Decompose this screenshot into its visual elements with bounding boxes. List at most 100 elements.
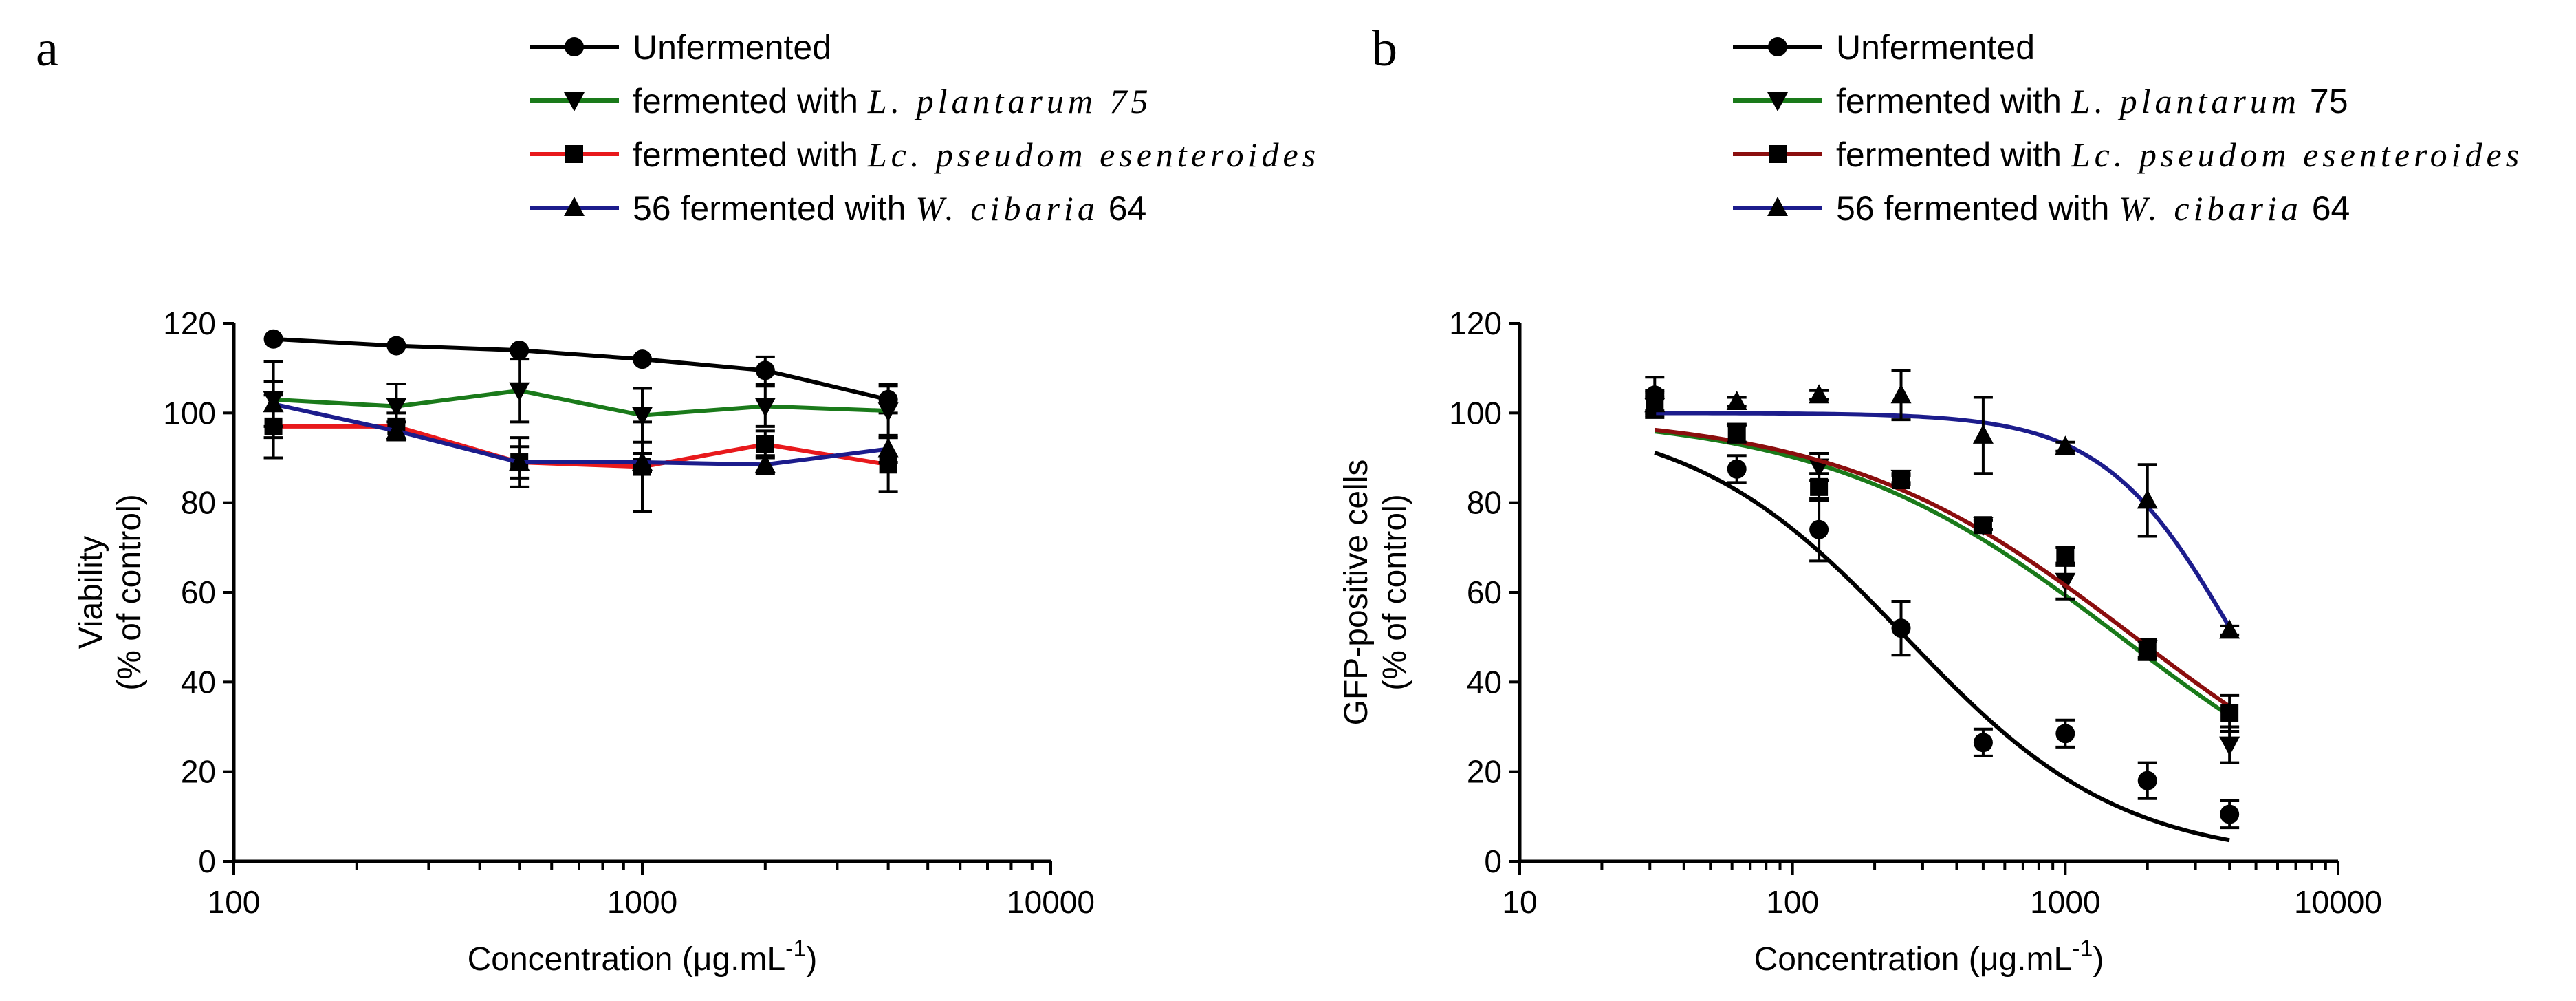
legend-label: 56 fermented with W. cibaria 64 (633, 189, 1146, 228)
y-tick-label: 80 (1467, 485, 1502, 521)
series (1644, 369, 2240, 639)
series-line (273, 336, 889, 402)
data-point (509, 451, 530, 471)
series (263, 380, 899, 480)
series-line (272, 402, 889, 467)
data-point (877, 402, 899, 422)
data-point (755, 360, 775, 380)
data-point (633, 349, 652, 369)
legend-marker (1768, 37, 1787, 56)
legend-label: fermented with L. plantarum 75 (633, 82, 1153, 120)
data-point (1974, 516, 1992, 535)
data-point (263, 329, 283, 349)
data-point (2137, 489, 2158, 509)
series (263, 358, 899, 444)
legend-marker (1769, 145, 1787, 163)
data-point (509, 382, 530, 402)
y-tick-label: 20 (1467, 754, 1502, 790)
fit-curve (1654, 451, 2230, 843)
y-tick-label: 80 (181, 485, 216, 521)
data-point (1973, 733, 1993, 753)
data-point (263, 393, 284, 413)
legend-item: 56 fermented with W. cibaria 64 (1733, 189, 2350, 228)
data-point (632, 451, 653, 471)
data-point (2138, 641, 2157, 660)
legend-marker (564, 92, 585, 111)
x-tick-label: 1000 (607, 884, 677, 920)
legend-item: fermented with Lc. pseudom esenteroides (1733, 136, 2523, 174)
legend-item: fermented with Lc. pseudom esenteroides (530, 136, 1320, 174)
data-point (1644, 393, 1666, 413)
data-point (2055, 435, 2076, 455)
y-tick-label: 0 (1484, 843, 1502, 879)
data-point (1726, 391, 1747, 411)
data-point (877, 438, 899, 458)
y-tick-label: 100 (1449, 395, 1502, 431)
legend-label: Unfermented (633, 28, 831, 67)
data-point (2055, 572, 2076, 592)
data-point (1891, 618, 1911, 638)
y-tick-label: 120 (1449, 305, 1502, 341)
y-tick-label: 40 (1467, 664, 1502, 700)
data-point (386, 336, 406, 356)
data-point (1809, 519, 1829, 539)
y-tick-label: 0 (198, 843, 216, 879)
y-tick-label: 60 (181, 574, 216, 610)
x-axis-label: Concentration (μg.mL-1) (1754, 936, 2104, 978)
legend-item: 56 fermented with W. cibaria 64 (530, 189, 1146, 228)
data-point (1809, 384, 1830, 404)
legend-label: fermented with Lc. pseudom esenteroides (633, 136, 1320, 174)
x-tick-label: 1000 (2030, 884, 2100, 920)
series (1645, 391, 2240, 733)
legend-marker (565, 145, 583, 163)
legend-label: fermented with L. plantarum 75 (1836, 82, 2348, 120)
data-point (510, 341, 530, 360)
data-point (1727, 459, 1747, 479)
y-tick-label: 40 (181, 664, 216, 700)
series (263, 394, 898, 513)
legend-marker (1767, 197, 1788, 216)
x-tick-label: 100 (1766, 884, 1819, 920)
data-point (1892, 471, 1910, 490)
data-point (1810, 477, 1829, 496)
y-tick-label: 100 (163, 395, 216, 431)
x-tick-label: 10 (1502, 884, 1537, 920)
x-tick-label: 10000 (1007, 884, 1095, 920)
panel-label: a (36, 21, 58, 77)
data-point (1890, 384, 1912, 404)
fit-curve (1654, 427, 2231, 709)
data-point (756, 435, 774, 453)
series (1644, 396, 2240, 764)
data-point (386, 420, 407, 440)
legend-item: Unfermented (1733, 28, 2035, 67)
legend-item: fermented with L. plantarum 75 (1733, 82, 2348, 120)
data-point (754, 398, 776, 418)
fit-curve (1654, 429, 2231, 718)
legend-marker (565, 37, 584, 56)
data-point (386, 398, 407, 418)
series-line (273, 388, 888, 418)
data-point (754, 453, 776, 473)
data-point (2219, 619, 2240, 639)
data-point (632, 407, 653, 427)
legend-marker (1767, 92, 1788, 111)
x-tick-label: 10000 (2294, 884, 2382, 920)
chart-panel-b: b 0 20 40 60 80 100 120 10 100 1000 10000 Concentrat… (1338, 21, 2523, 978)
y-axis-label: GFP-positive cells(% of control) (1338, 460, 1413, 726)
data-point (2056, 547, 2075, 566)
fit-curve (1655, 411, 2231, 629)
series (263, 329, 898, 415)
data-point (1972, 424, 1994, 444)
legend-label: fermented with Lc. pseudom esenteroides (1836, 136, 2523, 174)
legend-item: Unfermented (530, 28, 831, 67)
data-point (2220, 804, 2240, 824)
x-axis-label: Concentration (μg.mL-1) (468, 936, 818, 978)
y-tick-label: 120 (163, 305, 216, 341)
legend-item: fermented with L. plantarum 75 (530, 82, 1153, 120)
data-point (2220, 704, 2239, 722)
x-tick-label: 100 (208, 884, 261, 920)
series (1645, 376, 2240, 843)
legend-label: Unfermented (1836, 28, 2035, 67)
data-point (2055, 724, 2075, 744)
